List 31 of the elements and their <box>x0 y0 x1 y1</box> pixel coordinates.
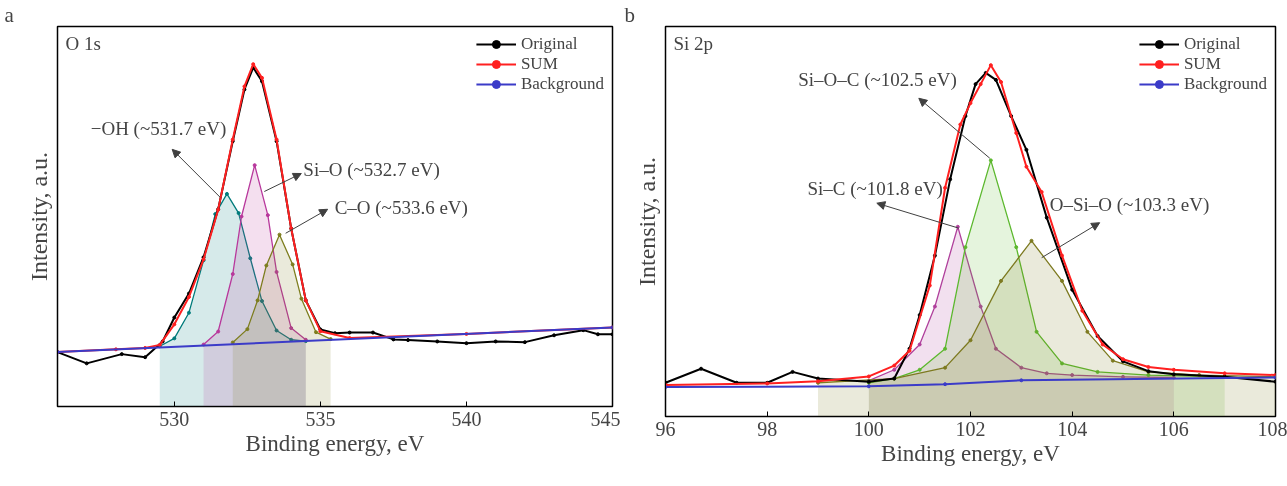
x-tick-label: 545 <box>590 407 621 430</box>
y-axis-title: Intensity, a.u. <box>25 151 52 282</box>
x-tick-label: 98 <box>757 417 778 440</box>
x-axis-title: Binding energy, eV <box>245 430 425 456</box>
x-axis-title: Binding energy, eV <box>881 440 1061 466</box>
text: b <box>624 2 635 27</box>
y-axis-title: Intensity, a.u. <box>633 156 660 287</box>
x-tick-label: 96 <box>655 417 676 440</box>
annotation: −OH (~531.7 eV) <box>90 118 227 141</box>
legend-label: Original <box>1183 34 1241 54</box>
x-tick-label: 540 <box>451 407 482 430</box>
legend-label: SUM <box>520 54 558 74</box>
chart-title: Si 2p <box>673 32 714 54</box>
chart-title: O 1s <box>65 32 101 54</box>
annotation: O–Si–O (~103.3 eV) <box>1049 193 1210 216</box>
legend-label: SUM <box>1183 54 1221 74</box>
x-tick-label: 104 <box>1057 417 1088 440</box>
x-tick-label: 106 <box>1158 417 1189 440</box>
text: a <box>4 2 15 27</box>
annotation: C–O (~533.6 eV) <box>334 196 468 219</box>
legend-label: Background <box>1183 74 1267 94</box>
annotation: Si–O–C (~102.5 eV) <box>798 69 957 92</box>
annotation: Si–O (~532.7 eV) <box>303 159 440 182</box>
x-tick-label: 535 <box>305 407 336 430</box>
x-tick-label: 102 <box>955 417 986 440</box>
legend-label: Background <box>520 74 604 94</box>
x-tick-label: 108 <box>1257 417 1287 440</box>
annotation: Si–C (~101.8 eV) <box>807 178 943 201</box>
legend-label: Original <box>520 34 578 54</box>
x-tick-label: 530 <box>159 407 190 430</box>
x-tick-label: 100 <box>853 417 884 440</box>
